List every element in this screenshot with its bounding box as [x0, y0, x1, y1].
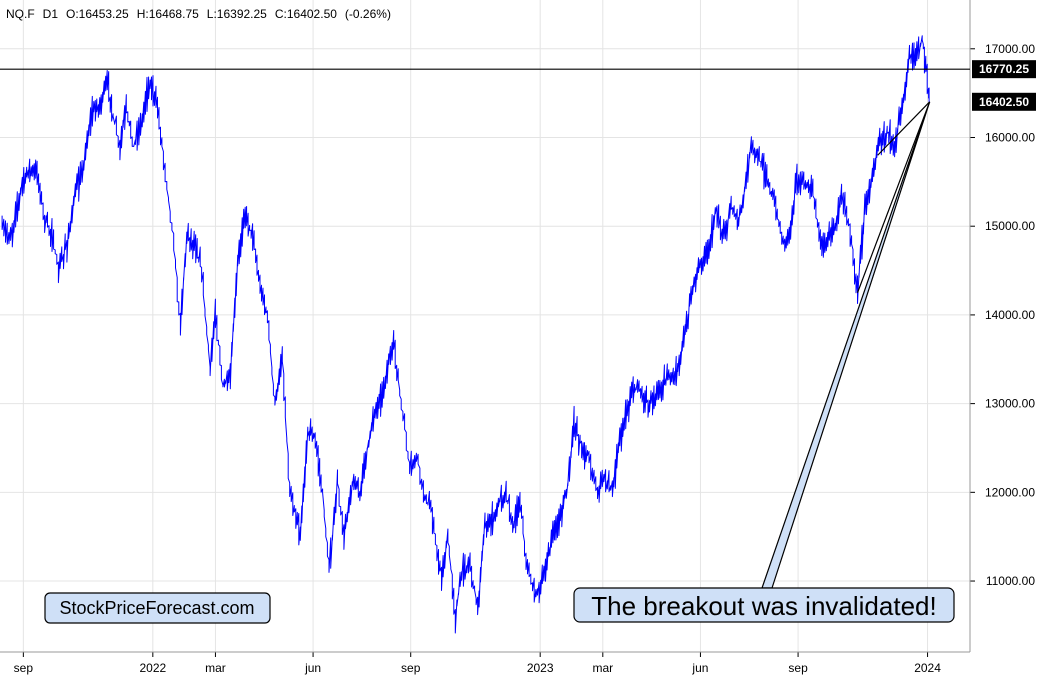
price-tags: 16770.25 16402.50	[972, 60, 1036, 111]
header-symbol: NQ.F	[6, 7, 35, 21]
x-tick-label: 2023	[527, 661, 554, 675]
header-low: L:16392.25	[207, 7, 267, 21]
y-tick-label: 17000.00	[985, 42, 1035, 56]
x-axis: sep 2022 mar jun sep 2023 mar jun sep 2024	[14, 652, 941, 675]
watermark-box: StockPriceForecast.com	[44, 592, 271, 624]
y-tick-label: 13000.00	[985, 397, 1035, 411]
x-tick-label: mar	[592, 661, 613, 675]
x-tick-label: sep	[14, 661, 34, 675]
y-axis: 11000.00 12000.00 13000.00 14000.00 15000.00…	[970, 42, 1035, 588]
callout-box	[573, 587, 955, 623]
plot-background	[0, 0, 970, 652]
y-tick-label: 16000.00	[985, 130, 1035, 144]
callout-text: The breakout was invalidated!	[591, 591, 936, 621]
watermark-text: StockPriceForecast.com	[59, 598, 254, 618]
x-tick-label: jun	[304, 661, 321, 675]
x-tick-label: mar	[205, 661, 226, 675]
header-timeframe: D1	[43, 7, 59, 21]
header-high: H:16468.75	[137, 7, 199, 21]
last-price-tag-label: 16402.50	[979, 95, 1029, 109]
x-tick-label: jun	[691, 661, 708, 675]
trendlines: The breakout was invalidated!	[573, 101, 955, 623]
x-tick-label: 2022	[139, 661, 166, 675]
resistance-tag	[972, 60, 1036, 79]
series-line	[1, 35, 931, 634]
resistance-tag-label: 16770.25	[979, 62, 1029, 76]
trendline	[877, 101, 931, 156]
x-tick-label: sep	[788, 661, 808, 675]
trendline	[856, 101, 931, 293]
x-tick-label: sep	[401, 661, 421, 675]
y-tick-label: 14000.00	[985, 308, 1035, 322]
header-change: (-0.26%)	[345, 7, 391, 21]
chart-header: NQ.F D1 O:16453.25 H:16468.75 L:16392.25 C:16…	[6, 7, 391, 21]
y-tick-label: 12000.00	[985, 485, 1035, 499]
price-series	[1, 35, 931, 634]
header-open: O:16453.25	[66, 7, 129, 21]
x-tick-label: 2024	[914, 661, 941, 675]
y-tick-label: 15000.00	[985, 219, 1035, 233]
y-tick-label: 11000.00	[986, 574, 1035, 588]
header-close: C:16402.50	[275, 7, 337, 21]
last-price-tag	[972, 92, 1036, 111]
